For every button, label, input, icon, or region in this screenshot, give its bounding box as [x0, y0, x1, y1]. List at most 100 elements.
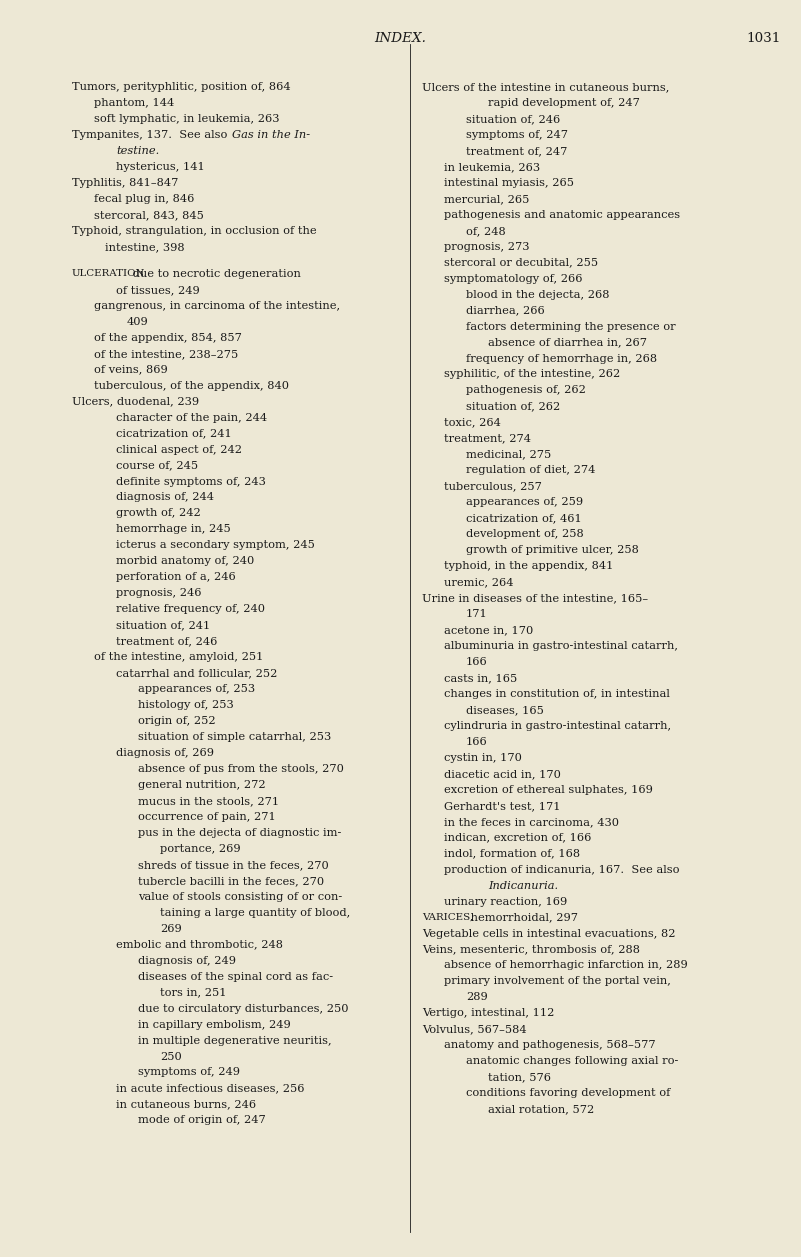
Text: phantom, 144: phantom, 144 [94, 98, 175, 108]
Text: ULCERATION: ULCERATION [72, 269, 146, 278]
Text: Veins, mesenteric, thrombosis of, 288: Veins, mesenteric, thrombosis of, 288 [422, 944, 640, 954]
Text: Tympanites, 137.  See also: Tympanites, 137. See also [72, 129, 231, 140]
Text: diagnosis of, 269: diagnosis of, 269 [116, 748, 214, 758]
Text: rapid development of, 247: rapid development of, 247 [488, 98, 640, 108]
Text: of tissues, 249: of tissues, 249 [116, 285, 199, 295]
Text: 1031: 1031 [746, 31, 780, 45]
Text: growth of, 242: growth of, 242 [116, 509, 201, 518]
Text: syphilitic, of the intestine, 262: syphilitic, of the intestine, 262 [444, 370, 620, 380]
Text: frequency of hemorrhage in, 268: frequency of hemorrhage in, 268 [466, 353, 657, 363]
Text: fecal plug in, 846: fecal plug in, 846 [94, 194, 195, 204]
Text: Volvulus, 567–584: Volvulus, 567–584 [422, 1024, 526, 1035]
Text: diseases of the spinal cord as fac-: diseases of the spinal cord as fac- [138, 972, 333, 982]
Text: medicinal, 275: medicinal, 275 [466, 449, 551, 459]
Text: development of, 258: development of, 258 [466, 529, 584, 539]
Text: hystericus, 141: hystericus, 141 [116, 162, 205, 172]
Text: in leukemia, 263: in leukemia, 263 [444, 162, 540, 172]
Text: shreds of tissue in the feces, 270: shreds of tissue in the feces, 270 [138, 860, 328, 870]
Text: production of indicanuria, 167.  See also: production of indicanuria, 167. See also [444, 865, 679, 875]
Text: diseases, 165: diseases, 165 [466, 705, 544, 715]
Text: Tumors, perityphlitic, position of, 864: Tumors, perityphlitic, position of, 864 [72, 82, 291, 92]
Text: regulation of diet, 274: regulation of diet, 274 [466, 465, 595, 475]
Text: embolic and thrombotic, 248: embolic and thrombotic, 248 [116, 940, 283, 950]
Text: tors in, 251: tors in, 251 [160, 988, 227, 998]
Text: in capillary embolism, 249: in capillary embolism, 249 [138, 1019, 291, 1029]
Text: tuberculous, of the appendix, 840: tuberculous, of the appendix, 840 [94, 381, 289, 391]
Text: pus in the dejecta of diagnostic im-: pus in the dejecta of diagnostic im- [138, 828, 341, 838]
Text: perforation of a, 246: perforation of a, 246 [116, 572, 235, 582]
Text: appearances of, 259: appearances of, 259 [466, 498, 583, 508]
Text: anatomic changes following axial ro-: anatomic changes following axial ro- [466, 1056, 678, 1066]
Text: soft lymphatic, in leukemia, 263: soft lymphatic, in leukemia, 263 [94, 114, 280, 124]
Text: clinical aspect of, 242: clinical aspect of, 242 [116, 445, 242, 455]
Text: gangrenous, in carcinoma of the intestine,: gangrenous, in carcinoma of the intestin… [94, 300, 340, 310]
Text: mercurial, 265: mercurial, 265 [444, 194, 529, 204]
Text: value of stools consisting of or con-: value of stools consisting of or con- [138, 891, 342, 901]
Text: in acute infectious diseases, 256: in acute infectious diseases, 256 [116, 1084, 304, 1094]
Text: 166: 166 [466, 657, 488, 667]
Text: Ulcers of the intestine in cutaneous burns,: Ulcers of the intestine in cutaneous bur… [422, 82, 670, 92]
Text: urinary reaction, 169: urinary reaction, 169 [444, 896, 567, 906]
Text: due to necrotic degeneration: due to necrotic degeneration [128, 269, 300, 279]
Text: Gerhardt's test, 171: Gerhardt's test, 171 [444, 801, 561, 811]
Text: 269: 269 [160, 924, 182, 934]
Text: Vegetable cells in intestinal evacuations, 82: Vegetable cells in intestinal evacuation… [422, 929, 675, 939]
Text: symptoms of, 247: symptoms of, 247 [466, 129, 568, 140]
Text: cicatrization of, 461: cicatrization of, 461 [466, 513, 582, 523]
Text: toxic, 264: toxic, 264 [444, 417, 501, 427]
Text: cystin in, 170: cystin in, 170 [444, 753, 522, 763]
Text: tubercle bacilli in the feces, 270: tubercle bacilli in the feces, 270 [138, 876, 324, 886]
Text: indican, excretion of, 166: indican, excretion of, 166 [444, 832, 591, 842]
Text: axial rotation, 572: axial rotation, 572 [488, 1104, 594, 1114]
Text: character of the pain, 244: character of the pain, 244 [116, 412, 267, 422]
Text: prognosis, 246: prognosis, 246 [116, 588, 202, 598]
Text: Gas in the In-: Gas in the In- [232, 129, 310, 140]
Text: situation of, 241: situation of, 241 [116, 620, 210, 630]
Text: diagnosis of, 244: diagnosis of, 244 [116, 493, 214, 503]
Text: appearances of, 253: appearances of, 253 [138, 684, 256, 694]
Text: of the intestine, 238–275: of the intestine, 238–275 [94, 348, 238, 358]
Text: in cutaneous burns, 246: in cutaneous burns, 246 [116, 1100, 256, 1110]
Text: relative frequency of, 240: relative frequency of, 240 [116, 605, 265, 615]
Text: situation of, 262: situation of, 262 [466, 401, 560, 411]
Text: anatomy and pathogenesis, 568–577: anatomy and pathogenesis, 568–577 [444, 1041, 656, 1051]
Text: of, 248: of, 248 [466, 226, 505, 236]
Text: Urine in diseases of the intestine, 165–: Urine in diseases of the intestine, 165– [422, 593, 648, 603]
Text: changes in constitution of, in intestinal: changes in constitution of, in intestina… [444, 689, 670, 699]
Text: INDEX.: INDEX. [375, 31, 426, 45]
Text: absence of hemorrhagic infarction in, 289: absence of hemorrhagic infarction in, 28… [444, 960, 688, 970]
Text: course of, 245: course of, 245 [116, 460, 198, 470]
Text: absence of pus from the stools, 270: absence of pus from the stools, 270 [138, 764, 344, 774]
Text: morbid anatomy of, 240: morbid anatomy of, 240 [116, 557, 254, 567]
Text: due to circulatory disturbances, 250: due to circulatory disturbances, 250 [138, 1003, 348, 1013]
Text: uremic, 264: uremic, 264 [444, 577, 513, 587]
Text: portance, 269: portance, 269 [160, 843, 240, 854]
Text: VARICES,: VARICES, [422, 913, 473, 921]
Text: 166: 166 [466, 737, 488, 747]
Text: absence of diarrhea in, 267: absence of diarrhea in, 267 [488, 338, 647, 347]
Text: blood in the dejecta, 268: blood in the dejecta, 268 [466, 289, 610, 299]
Text: Indicanuria.: Indicanuria. [488, 881, 558, 891]
Text: intestine, 398: intestine, 398 [105, 241, 184, 251]
Text: 171: 171 [466, 610, 488, 620]
Text: conditions favoring development of: conditions favoring development of [466, 1089, 670, 1099]
Text: treatment, 274: treatment, 274 [444, 434, 531, 444]
Text: diarrhea, 266: diarrhea, 266 [466, 305, 545, 316]
Text: symptomatology of, 266: symptomatology of, 266 [444, 274, 582, 284]
Text: taining a large quantity of blood,: taining a large quantity of blood, [160, 908, 350, 918]
Text: typhoid, in the appendix, 841: typhoid, in the appendix, 841 [444, 561, 614, 571]
Text: prognosis, 273: prognosis, 273 [444, 241, 529, 251]
Text: of the appendix, 854, 857: of the appendix, 854, 857 [94, 333, 242, 343]
Text: definite symptoms of, 243: definite symptoms of, 243 [116, 476, 266, 486]
Text: testine.: testine. [116, 146, 159, 156]
Text: of the intestine, amyloid, 251: of the intestine, amyloid, 251 [94, 652, 264, 662]
Text: diagnosis of, 249: diagnosis of, 249 [138, 955, 236, 965]
Text: Typhoid, strangulation, in occlusion of the: Typhoid, strangulation, in occlusion of … [72, 226, 316, 236]
Text: histology of, 253: histology of, 253 [138, 700, 234, 710]
Text: mode of origin of, 247: mode of origin of, 247 [138, 1115, 266, 1125]
Text: tation, 576: tation, 576 [488, 1072, 551, 1082]
Text: Typhlitis, 841–847: Typhlitis, 841–847 [72, 177, 179, 187]
Text: situation of simple catarrhal, 253: situation of simple catarrhal, 253 [138, 732, 332, 742]
Text: in the feces in carcinoma, 430: in the feces in carcinoma, 430 [444, 817, 619, 827]
Text: origin of, 252: origin of, 252 [138, 716, 215, 727]
